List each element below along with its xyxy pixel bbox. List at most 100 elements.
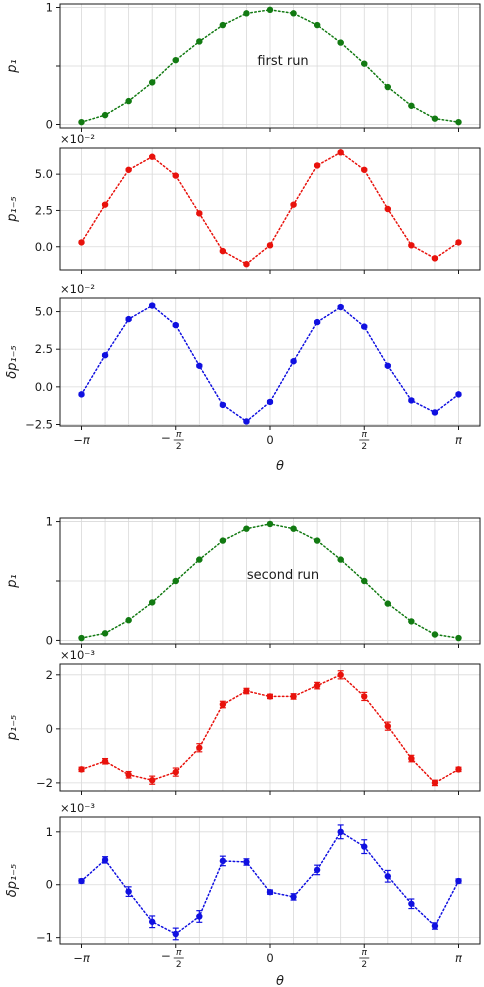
data-point xyxy=(408,397,415,404)
data-point xyxy=(243,260,250,268)
x-tick-label-denominator: 2 xyxy=(361,442,367,452)
series-line xyxy=(80,304,460,423)
data-point xyxy=(337,303,344,311)
y-axis-multiplier: ×10⁻² xyxy=(60,282,95,296)
data-point xyxy=(196,38,203,45)
data-point xyxy=(313,21,321,29)
data-point xyxy=(313,537,321,544)
panel-run2-p15: −2 0 2 p₁₋₅ ×10⁻³ xyxy=(5,648,481,795)
data-point xyxy=(455,391,462,398)
data-point xyxy=(408,755,415,762)
data-point xyxy=(455,239,462,246)
x-tick-label-numerator: π xyxy=(176,948,182,958)
data-point xyxy=(337,828,344,836)
x-tick-label-denominator: 2 xyxy=(176,442,182,452)
data-point xyxy=(172,577,179,585)
y-tick-label: 5.0 xyxy=(35,305,53,319)
x-tick-label-numerator: π xyxy=(362,430,368,440)
data-point xyxy=(243,687,250,695)
y-axis-multiplier: ×10⁻³ xyxy=(60,648,95,662)
data-point xyxy=(337,149,344,156)
data-point xyxy=(431,255,439,262)
data-point xyxy=(337,671,344,679)
x-tick-label: − π 2 xyxy=(161,430,184,452)
data-point xyxy=(266,520,274,528)
data-point xyxy=(148,776,156,784)
data-point xyxy=(408,242,415,249)
data-point xyxy=(266,398,274,406)
data-point xyxy=(219,857,227,865)
data-point xyxy=(384,873,392,880)
data-point xyxy=(361,166,368,173)
data-point xyxy=(101,856,109,864)
panel-annotation: first run xyxy=(257,54,308,69)
x-tick-label: 0 xyxy=(266,951,273,965)
panel-run2-p1: 0 1 p₁ second run xyxy=(5,515,481,648)
data-point xyxy=(266,242,274,249)
y-axis-label: p₁₋₅ xyxy=(5,715,20,742)
data-point xyxy=(78,239,85,246)
data-point xyxy=(361,323,368,330)
y-tick-label: 0 xyxy=(46,633,53,647)
data-point xyxy=(101,352,109,359)
data-point xyxy=(361,60,368,67)
data-point xyxy=(196,913,203,920)
data-point xyxy=(313,162,321,169)
data-point xyxy=(408,618,415,625)
x-tick-label: π2 xyxy=(359,430,370,452)
y-tick-label: 2.5 xyxy=(35,203,53,217)
data-point xyxy=(172,768,179,776)
data-point xyxy=(101,111,109,119)
x-tick-label-numerator: π xyxy=(176,430,182,440)
data-point xyxy=(101,758,109,765)
panel-run1-p15: 0.0 2.5 5.0 p₁₋₅ ×10⁻² xyxy=(5,132,481,274)
data-point xyxy=(290,893,297,901)
data-point xyxy=(313,866,321,874)
data-point xyxy=(431,779,439,787)
data-point xyxy=(172,930,179,938)
y-axis-label: p₁₋₅ xyxy=(5,196,20,223)
data-point xyxy=(125,315,132,323)
x-axis-label: θ xyxy=(276,459,284,474)
data-point xyxy=(384,362,392,369)
x-tick-label-numerator: π xyxy=(362,948,368,958)
data-point xyxy=(290,358,297,365)
data-point xyxy=(78,118,85,126)
data-point xyxy=(266,888,274,896)
data-point xyxy=(78,766,85,773)
x-tick-label: − π 2 xyxy=(161,948,184,970)
data-point xyxy=(219,21,227,29)
y-axis-multiplier: ×10⁻² xyxy=(60,132,95,146)
x-tick-label: π2 xyxy=(359,948,370,970)
data-point xyxy=(196,744,203,751)
x-tick-label: −π xyxy=(73,951,91,965)
data-point xyxy=(125,166,132,173)
data-point xyxy=(243,10,250,17)
data-point xyxy=(290,525,297,532)
data-point xyxy=(384,83,392,91)
x-tick-label-sign: − xyxy=(161,949,171,963)
data-point xyxy=(384,600,392,607)
x-tick-label: −π xyxy=(73,433,91,447)
data-point xyxy=(196,556,203,563)
data-point xyxy=(125,771,132,778)
y-axis-label: p₁ xyxy=(5,574,20,588)
y-tick-label: −2 xyxy=(36,776,53,790)
data-point xyxy=(172,321,179,329)
data-point xyxy=(431,922,439,930)
y-axis-label: p₁ xyxy=(5,59,20,73)
data-point xyxy=(361,693,368,700)
data-point xyxy=(290,10,297,17)
data-point xyxy=(431,631,439,638)
y-tick-label: 0.0 xyxy=(35,380,53,394)
y-tick-label: 0 xyxy=(46,878,53,892)
data-point xyxy=(337,39,344,46)
panel-annotation: second run xyxy=(247,568,319,583)
data-point xyxy=(455,877,462,885)
data-point xyxy=(408,900,415,907)
data-point xyxy=(361,843,368,850)
data-point xyxy=(101,201,109,208)
panel-run1-p1: 0 1 p₁ first run xyxy=(5,1,481,132)
